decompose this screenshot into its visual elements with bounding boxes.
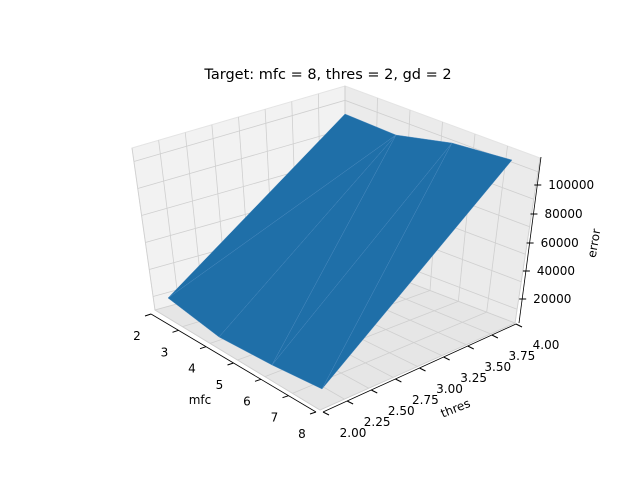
- x-tick-label: 6: [243, 394, 251, 408]
- x-tick-label: 4: [188, 362, 196, 376]
- x-tick-mark: [144, 313, 152, 317]
- wall-grid-error: [133, 99, 539, 173]
- x-tick-mark: [227, 362, 234, 366]
- x-tick-mark: [254, 378, 262, 382]
- y-tick-label: 2.25: [364, 415, 391, 429]
- x-tick-mark: [309, 411, 317, 415]
- y-tick-label: 2.50: [388, 404, 415, 418]
- y-tick-mark: [467, 345, 474, 350]
- y-tick-mark: [322, 411, 330, 416]
- y-tick-mark: [443, 356, 450, 361]
- surface-triangle: [321, 142, 513, 390]
- wall-grid-thres: [158, 140, 180, 304]
- error-surface: [167, 113, 513, 390]
- z-tick-label: 20000: [533, 292, 571, 306]
- chart-title: Target: mfc = 8, thres = 2, gd = 2: [203, 67, 451, 83]
- y-tick-label: 2.75: [412, 393, 439, 407]
- z-axis-label: error: [585, 228, 604, 259]
- wall-grid-thres: [131, 147, 156, 311]
- y-tick-mark: [515, 323, 523, 328]
- y-tick-label: 3.00: [436, 382, 463, 396]
- x-tick-mark: [172, 329, 179, 333]
- y-tick-mark: [371, 389, 378, 394]
- y-tick-mark: [491, 334, 499, 339]
- x-tick-label: 5: [216, 378, 224, 392]
- y-axis-label: thres: [439, 396, 473, 420]
- y-tick-mark: [419, 367, 426, 372]
- x-tick-label: 3: [161, 345, 169, 359]
- y-tick-label: 4.00: [533, 338, 560, 352]
- y-tick-label: 3.50: [484, 360, 511, 374]
- y-tick-label: 3.25: [460, 371, 487, 385]
- y-tick-mark: [395, 378, 402, 383]
- z-tick-label: 100000: [548, 178, 594, 192]
- x-axis-label: mfc: [189, 393, 212, 407]
- floor-grid-thres: [154, 309, 321, 411]
- z-tick-label: 60000: [541, 236, 579, 250]
- x-tick-mark: [282, 395, 289, 399]
- x-tick-label: 7: [271, 411, 279, 425]
- axes: [144, 156, 542, 416]
- y-tick-label: 2.00: [340, 426, 367, 440]
- x-tick-mark: [199, 346, 207, 350]
- x-tick-label: 2: [133, 329, 141, 343]
- wall-grid-mfc: [486, 145, 508, 313]
- z-tick-label: 80000: [544, 207, 582, 221]
- x-tick-label: 8: [298, 427, 306, 441]
- y-tick-mark: [346, 400, 354, 405]
- y-tick-label: 3.75: [509, 349, 536, 363]
- z-tick-label: 40000: [537, 264, 575, 278]
